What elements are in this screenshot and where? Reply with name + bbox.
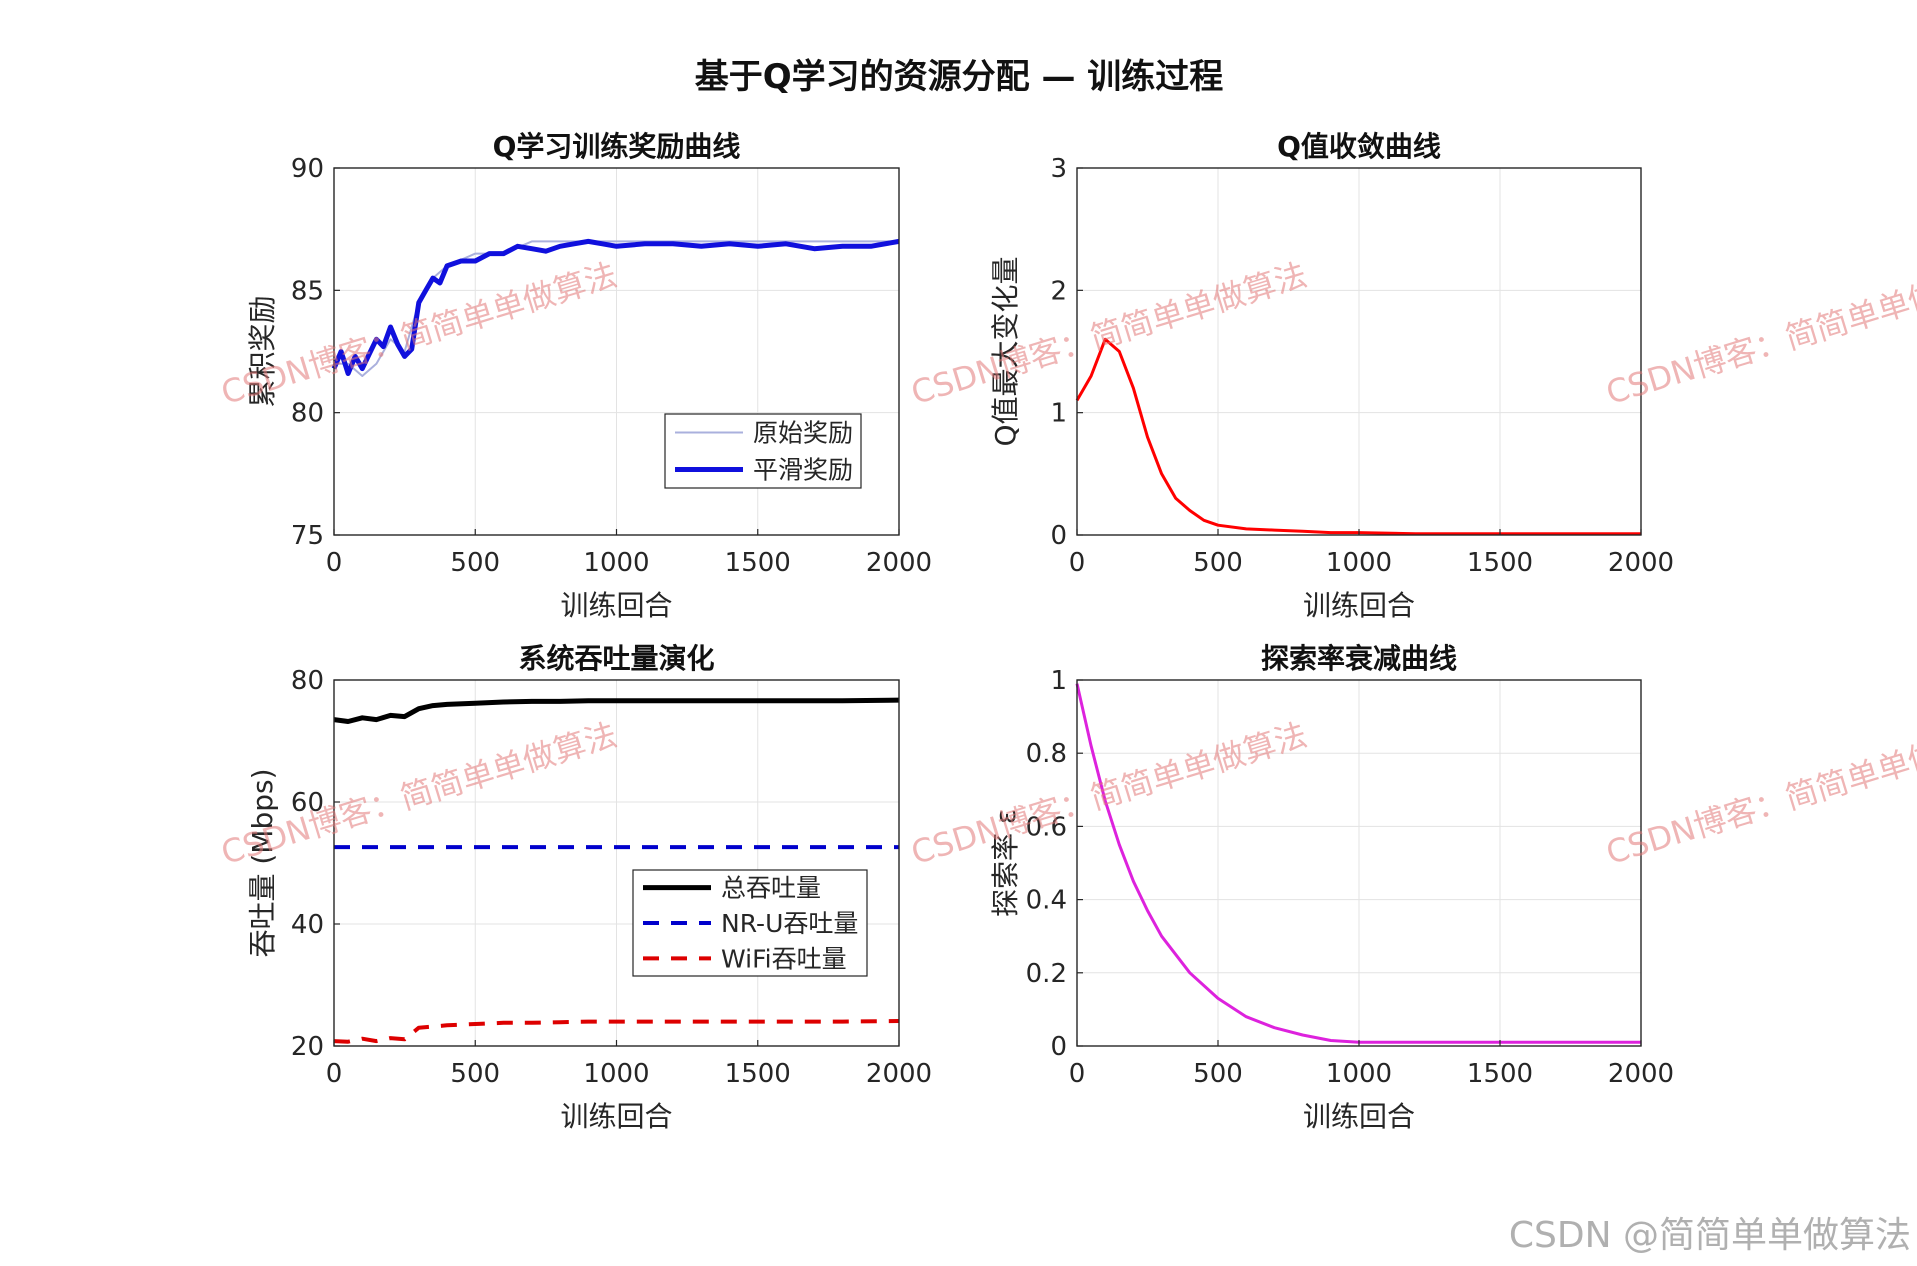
x-tick-label: 1500 — [725, 1059, 791, 1089]
axes-container: 0 500 1000 1500 200075808590Q学习训练奖励曲线训练回合累积奖… — [246, 130, 1674, 1133]
x-axis-label: 训练回合 — [560, 589, 672, 622]
y-tick-label: 1 — [1050, 399, 1067, 429]
y-tick-label: 90 — [291, 154, 324, 184]
y-tick-label: 1 — [1050, 666, 1067, 696]
y-tick-label: 2 — [1050, 276, 1067, 306]
axes-4: 0 500 1000 1500 2000 0 0.2 0.4 0.6 0.8 1 探索率衰减曲线训练回… — [989, 642, 1674, 1133]
x-tick-label: 1500 — [1467, 548, 1533, 578]
y-axis-label: 累积奖励 — [246, 295, 279, 407]
y-tick-label: 0.6 — [1026, 812, 1067, 842]
axes-title: Q值收敛曲线 — [1277, 130, 1441, 163]
x-tick-label: 1000 — [1326, 548, 1392, 578]
legend-label-1: 原始奖励 — [753, 419, 853, 448]
y-tick-label: 0.4 — [1026, 886, 1067, 916]
x-axis-label: 训练回合 — [1303, 589, 1415, 622]
x-tick-label: 500 — [1193, 1059, 1243, 1089]
series-line-2 — [331, 238, 900, 376]
x-tick-label: 0 — [326, 1059, 343, 1089]
y-tick-label: 20 — [291, 1032, 324, 1062]
y-tick-label: 0 — [1050, 521, 1067, 551]
axes-title: Q学习训练奖励曲线 — [493, 130, 741, 163]
legend-label-2: NR-U吞吐量 — [721, 909, 858, 938]
y-tick-label: 75 — [291, 521, 324, 551]
legend-label-3: WiFi吞吐量 — [721, 944, 847, 973]
x-tick-label: 0 — [1069, 1059, 1086, 1089]
legend-box — [664, 413, 862, 489]
series-line-1 — [333, 697, 900, 724]
y-axis-label: 吞吐量 (Mbps) — [246, 768, 279, 957]
axes-title: 探索率衰减曲线 — [1261, 642, 1457, 675]
y-axis-label: 探索率 ε — [989, 809, 1022, 917]
x-tick-label: 2000 — [866, 548, 932, 578]
x-tick-label: 1500 — [725, 548, 791, 578]
legend-label-1: 总吞吐量 — [721, 874, 821, 903]
y-axis-label: Q值最大变化量 — [989, 256, 1022, 446]
figure-suptitle: 基于Q学习的资源分配 — 训练过程 — [695, 57, 1224, 97]
footer-credit: CSDN @简简单单做算法 — [1508, 1215, 1911, 1256]
x-tick-label: 0 — [326, 548, 343, 578]
x-tick-label: 500 — [1193, 548, 1243, 578]
y-tick-label: 0.2 — [1026, 959, 1067, 989]
y-tick-label: 80 — [291, 666, 324, 696]
x-tick-label: 2000 — [1608, 548, 1674, 578]
y-tick-label: 80 — [291, 399, 324, 429]
series-line-1 — [1075, 683, 1641, 1044]
x-tick-label: 1000 — [1326, 1059, 1392, 1089]
x-tick-label: 1000 — [583, 1059, 649, 1089]
y-tick-label: 40 — [291, 910, 324, 940]
x-axis-label: 训练回合 — [560, 1100, 672, 1133]
x-tick-label: 2000 — [866, 1059, 932, 1089]
series-line-1 — [1075, 337, 1641, 536]
x-tick-label: 500 — [450, 548, 500, 578]
x-tick-label: 1000 — [583, 548, 649, 578]
x-tick-label: 500 — [450, 1059, 500, 1089]
y-tick-label: 0 — [1050, 1032, 1067, 1062]
y-tick-label: 0.8 — [1026, 739, 1067, 769]
axes-title: 系统吞吐量演化 — [518, 642, 714, 675]
y-tick-label: 3 — [1050, 154, 1067, 184]
y-tick-label: 85 — [291, 276, 324, 306]
y-tick-label: 60 — [291, 788, 324, 818]
legend-label-2: 平滑奖励 — [753, 456, 853, 485]
x-tick-label: 1500 — [1467, 1059, 1533, 1089]
x-tick-label: 0 — [1069, 548, 1086, 578]
legend: 总吞吐量 NR-U吞吐量 WiFi吞吐量 — [632, 869, 868, 977]
x-tick-label: 2000 — [1608, 1059, 1674, 1089]
x-axis-label: 训练回合 — [1303, 1100, 1415, 1133]
